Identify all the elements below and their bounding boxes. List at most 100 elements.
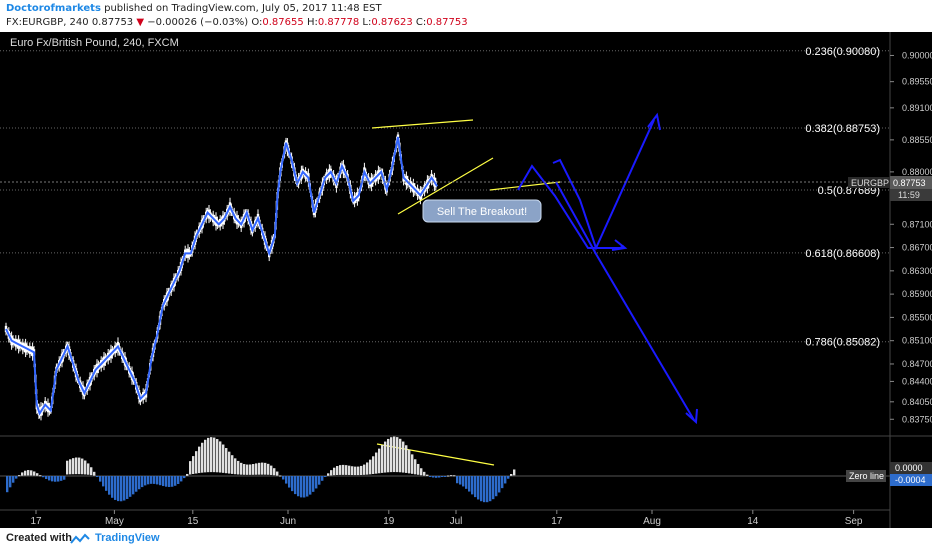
hist-bar — [87, 463, 90, 475]
hist-bar — [306, 476, 309, 497]
hist-bar — [222, 444, 225, 473]
hist-bar — [330, 470, 333, 476]
hist-bar — [204, 439, 207, 473]
hist-bar — [456, 476, 459, 484]
y-tick-label: 0.87100 — [902, 219, 932, 229]
y-tick-label: 0.84700 — [902, 359, 932, 369]
hist-bar — [21, 472, 24, 476]
arrowhead-mid-icon — [611, 239, 628, 251]
hist-bar — [351, 466, 354, 476]
hist-bar — [282, 476, 285, 480]
hist-bar — [447, 475, 450, 477]
hist-bar — [78, 457, 81, 475]
hist-bar — [267, 463, 270, 475]
hist-bar — [186, 473, 189, 476]
hist-bar — [288, 476, 291, 488]
hist-bar — [120, 476, 123, 502]
hist-bar — [141, 476, 144, 488]
hist-bar — [264, 462, 267, 475]
hist-bar — [207, 437, 210, 473]
author-link[interactable]: Doctorofmarkets — [6, 3, 101, 14]
hist-bar — [33, 471, 36, 476]
x-tick-label: 14 — [747, 516, 759, 527]
hist-bar — [453, 475, 456, 477]
hist-bar — [183, 476, 186, 479]
hist-bar — [237, 460, 240, 475]
y-tick-label: 0.83750 — [902, 414, 932, 424]
symbol-label: EURGBP — [851, 178, 889, 188]
callout-box — [422, 199, 542, 223]
osc-value-tag-2 — [890, 474, 932, 486]
hist-bar — [432, 476, 435, 478]
hist-bar — [360, 465, 363, 475]
hist-bar — [168, 476, 171, 488]
hist-bar — [81, 458, 84, 475]
hist-bar — [483, 476, 486, 503]
hist-bar — [228, 451, 231, 474]
hist-bar — [504, 476, 507, 484]
publish-line: Doctorofmarkets published on TradingView… — [6, 3, 382, 14]
low-label: L: — [362, 17, 372, 28]
hist-bar — [6, 476, 9, 493]
y-tick-label: 0.84050 — [902, 397, 932, 407]
hist-bar — [384, 441, 387, 473]
hist-bar — [138, 476, 141, 490]
hist-bar — [27, 470, 30, 476]
x-tick-label: 15 — [187, 516, 199, 527]
hist-bar — [117, 476, 120, 502]
y-tick-label: 0.86700 — [902, 243, 932, 253]
hist-bar — [105, 476, 108, 491]
hist-bar — [252, 464, 255, 475]
x-tick-label: Aug — [643, 516, 661, 527]
hist-bar — [153, 476, 156, 484]
hist-bar — [378, 448, 381, 474]
hist-bar — [486, 476, 489, 503]
hist-bar — [171, 476, 174, 487]
hist-bar — [18, 475, 21, 477]
hist-bar — [75, 457, 78, 475]
trendline-top — [371, 119, 474, 129]
hist-bar — [12, 476, 15, 483]
hist-bar — [423, 471, 426, 476]
hist-bar — [279, 475, 282, 477]
fib-label: 0.786(0.85082) — [805, 337, 880, 349]
hist-bar — [309, 476, 312, 495]
osc-value-1: 0.0000 — [895, 463, 923, 473]
hist-bar — [294, 476, 297, 495]
hist-bar — [372, 456, 375, 475]
hist-bar — [135, 476, 138, 492]
hist-bar — [69, 459, 72, 475]
y-tick-label: 0.86300 — [902, 266, 932, 276]
hist-bar — [495, 476, 498, 497]
tradingview-brand[interactable]: TradingView — [95, 532, 160, 544]
tradingview-logo-icon — [70, 533, 90, 544]
hist-bar — [393, 436, 396, 473]
hist-bar — [57, 476, 60, 482]
fib-label: 0.382(0.88753) — [805, 123, 880, 135]
y-tick-label: 0.90000 — [902, 50, 932, 60]
hist-bar — [42, 476, 45, 478]
hist-bar — [210, 437, 213, 473]
hist-bar — [96, 476, 99, 477]
hist-bar — [189, 461, 192, 475]
trendline-neck — [489, 181, 561, 191]
hist-bar — [342, 464, 345, 475]
hist-bar — [366, 462, 369, 475]
footer: Created with TradingView — [0, 528, 932, 550]
hist-bar — [321, 476, 324, 481]
y-tick-label: 0.89100 — [902, 103, 932, 113]
fib-label: 0.236(0.90080) — [805, 46, 880, 58]
high-value: 0.87778 — [317, 17, 360, 28]
hist-bar — [363, 464, 366, 475]
hist-bar — [63, 476, 66, 480]
price-chart[interactable]: Euro Fx/British Pound, 240, FXCM 0.90000… — [0, 32, 932, 528]
hist-bar — [123, 476, 126, 501]
hist-bar — [102, 476, 105, 487]
hist-bar — [492, 476, 495, 500]
hist-bar — [270, 465, 273, 475]
hist-bar — [291, 476, 294, 492]
symbol-info: FX:EURGBP, 240 0.87753 — [6, 17, 134, 28]
hist-bar — [162, 476, 165, 487]
hist-bar — [249, 464, 252, 475]
chart-background — [0, 32, 932, 528]
